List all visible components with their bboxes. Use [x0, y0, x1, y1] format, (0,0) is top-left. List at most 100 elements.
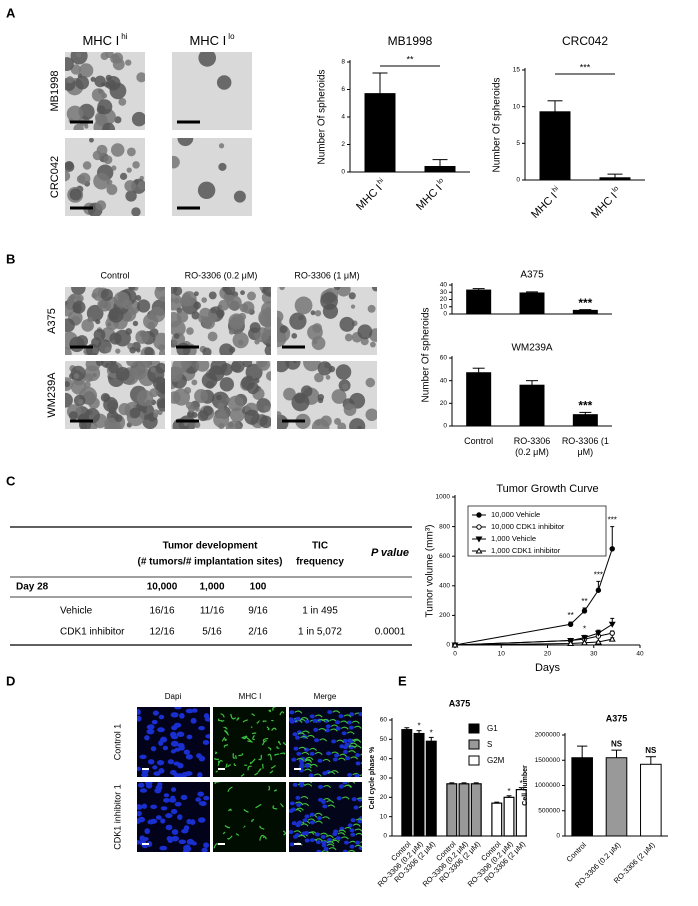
- nucleus: [167, 759, 174, 765]
- error-bar: [461, 782, 467, 784]
- error-bar: [645, 756, 656, 765]
- cell: [372, 287, 377, 292]
- micrograph-content: [65, 287, 165, 355]
- bar: [413, 732, 425, 837]
- nucleus: [137, 810, 142, 817]
- cell: [230, 314, 244, 328]
- cell: [348, 292, 356, 300]
- cell: [194, 389, 209, 404]
- membrane: [296, 757, 305, 762]
- cell: [201, 297, 207, 303]
- micrograph-content: [213, 782, 286, 849]
- cell: [93, 172, 110, 190]
- cell: [317, 393, 325, 401]
- cell: [228, 329, 235, 335]
- nucleus: [314, 738, 320, 743]
- membrane: [256, 720, 261, 724]
- cell: [84, 124, 89, 129]
- cell: [77, 73, 83, 78]
- membrane: [354, 844, 362, 848]
- nucleus: [353, 805, 359, 810]
- nucleus: [342, 849, 348, 852]
- y-axis-label: Number Of spheroids: [421, 307, 432, 402]
- cell: [136, 72, 145, 83]
- nucleus: [289, 710, 295, 715]
- x-tick-label: 40: [636, 651, 644, 658]
- cell: [262, 287, 271, 297]
- micrograph: [172, 52, 252, 130]
- cell: [110, 53, 120, 64]
- membrane: [341, 836, 349, 840]
- cell: [65, 318, 75, 333]
- y-tick-label: 0: [556, 833, 560, 840]
- y-tick-label: 60: [380, 717, 388, 724]
- y-tick-label: 0: [516, 177, 520, 184]
- cell: [172, 388, 191, 406]
- nucleus: [323, 846, 329, 851]
- nucleus: [186, 838, 195, 845]
- cell: [215, 308, 225, 318]
- row-label: WM239A: [46, 372, 58, 418]
- cell: [218, 299, 230, 311]
- cell: [197, 181, 216, 200]
- cell: [265, 307, 271, 312]
- cell: [69, 188, 82, 201]
- cell: [228, 346, 236, 353]
- cell: [149, 306, 165, 323]
- membrane: [350, 756, 359, 760]
- cell: [325, 375, 331, 380]
- x-tick-label: MHC Ilo: [413, 177, 449, 213]
- nucleus: [295, 716, 301, 721]
- bar: [519, 384, 545, 427]
- marker: [451, 641, 459, 648]
- membrane: [259, 825, 265, 830]
- legend-label: G1: [487, 724, 498, 733]
- legend-marker: [475, 547, 483, 554]
- membrane: [272, 707, 276, 711]
- cell: [226, 295, 242, 311]
- legend-label: G2M: [487, 756, 505, 765]
- nucleus: [177, 742, 185, 748]
- membrane: [282, 742, 286, 746]
- nucleus: [339, 826, 345, 831]
- membrane: [222, 831, 226, 835]
- cell: [126, 361, 137, 367]
- cell: [194, 406, 200, 412]
- marker: [567, 621, 574, 627]
- cell: [334, 417, 342, 425]
- cell: [96, 144, 108, 156]
- significance: NS: [645, 746, 657, 755]
- membrane: [225, 763, 228, 768]
- y-axis-label: Tumor volume (mm³): [425, 525, 436, 618]
- nucleus: [296, 751, 302, 756]
- nucleus: [177, 762, 184, 769]
- nucleus: [204, 717, 210, 722]
- membrane: [360, 753, 362, 756]
- cell: [314, 372, 324, 383]
- membrane: [301, 803, 310, 807]
- y-tick-label: 200: [439, 612, 450, 619]
- membrane: [314, 751, 323, 756]
- cell: [75, 52, 82, 58]
- membrane: [317, 718, 326, 723]
- cell: [193, 301, 201, 310]
- nucleus: [137, 840, 142, 845]
- membrane: [310, 763, 318, 768]
- cell: [91, 292, 98, 299]
- cell: [208, 312, 218, 323]
- micrograph-content: [137, 782, 210, 852]
- marker: [567, 640, 575, 647]
- x-tick-label: 30: [590, 651, 598, 658]
- cell: [360, 337, 369, 346]
- membrane: [233, 763, 237, 767]
- y-tick-label: 40: [380, 755, 388, 762]
- membrane: [227, 786, 233, 792]
- membrane: [356, 797, 362, 800]
- cell: [70, 64, 82, 75]
- cell: [264, 345, 271, 355]
- error-bar: [577, 745, 588, 758]
- cell: [84, 365, 101, 382]
- nucleus: [197, 791, 205, 797]
- cell: [343, 403, 357, 417]
- error-bar: [472, 288, 485, 291]
